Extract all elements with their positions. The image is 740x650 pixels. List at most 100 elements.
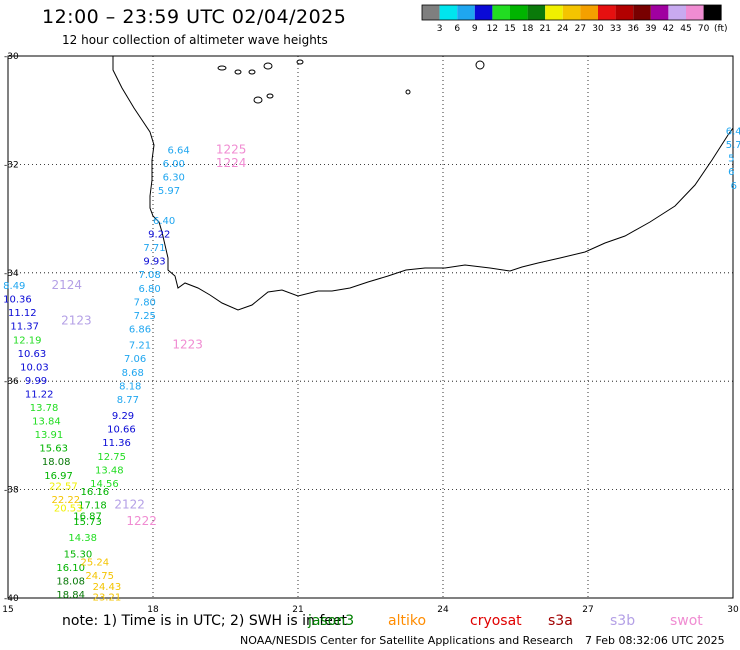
coastline: [112, 56, 734, 311]
wave-height-value: 18.08: [56, 576, 85, 587]
wave-height-value: 15.63: [39, 444, 68, 455]
track-time-label: 2123: [61, 313, 92, 327]
wave-height-value: 9.99: [25, 376, 47, 387]
colorbar-swatch: [633, 5, 651, 20]
latitude-label: -32: [4, 160, 19, 170]
colorbar-swatch: [457, 5, 475, 20]
colorbar-swatch: [474, 5, 493, 20]
wave-height-value: 11.36: [102, 438, 131, 449]
latitude-label: -38: [4, 486, 19, 496]
latitude-label: -36: [4, 377, 19, 387]
colorbar-swatch: [545, 5, 563, 20]
satellite-legend-altiko: altiko: [388, 613, 427, 629]
satellite-legend-swot: swot: [670, 613, 703, 629]
wave-height-value: 7.71: [143, 243, 165, 254]
colorbar-swatch: [510, 5, 528, 20]
wave-height-value: 16.16: [81, 487, 110, 498]
satellite-legend-cryosat: cryosat: [470, 613, 522, 629]
wave-height-value: 17.18: [78, 501, 107, 512]
wave-height-value: 16.10: [56, 563, 85, 574]
wave-height-value: 23.21: [93, 593, 122, 604]
colorbar-swatch: [615, 5, 634, 20]
wave-height-value: 6.30: [163, 173, 185, 184]
wave-height-value: 24.75: [85, 571, 114, 582]
inland-water-outline: [296, 59, 304, 65]
wave-height-value: 5: [728, 154, 734, 165]
wave-height-value: 8.68: [122, 368, 144, 379]
inland-water-outline: [475, 60, 485, 70]
wave-height-value: 13.48: [95, 465, 124, 476]
colorbar-label: 21: [539, 24, 550, 34]
wave-height-value: 13.78: [30, 403, 59, 414]
longitude-label: 18: [147, 605, 159, 615]
wave-height-value: 11.12: [8, 308, 37, 319]
wave-height-value: 6.00: [163, 159, 185, 170]
wave-height-value: 10.03: [20, 362, 49, 373]
agency-credit: NOAA/NESDIS Center for Satellite Applica…: [240, 634, 574, 647]
inland-water-outline: [405, 89, 411, 95]
wave-height-value: 15.30: [64, 549, 93, 560]
wave-height-value: 16.97: [44, 471, 73, 482]
colorbar-label: 33: [610, 24, 621, 34]
track-time-label: 2124: [52, 278, 83, 292]
wave-height-value: 13.91: [35, 430, 64, 441]
colorbar-label: 6: [454, 24, 460, 34]
colorbar-swatch: [703, 5, 722, 20]
colorbar-label: 70: [698, 24, 710, 34]
longitude-label: 21: [292, 605, 303, 615]
wave-height-value: 12.75: [97, 452, 126, 463]
colorbar-label: 39: [645, 24, 657, 34]
colorbar-label: 27: [575, 24, 586, 34]
wave-height-value: 6: [731, 181, 737, 192]
wave-height-value: 16.87: [73, 511, 102, 522]
colorbar-label: 18: [522, 24, 534, 34]
wave-height-value: 22.57: [49, 482, 78, 493]
colorbar-frame: [421, 4, 722, 21]
wave-height-value: 6.64: [168, 146, 190, 157]
wave-height-value: 18.84: [56, 590, 85, 601]
map-frame: [7, 55, 734, 599]
wave-height-value: 7.08: [139, 270, 161, 281]
inland-water-outline: [253, 96, 263, 104]
wave-height-value: 11.22: [25, 389, 54, 400]
longitude-label: 27: [582, 605, 593, 615]
note-text: note: 1) Time is in UTC; 2) SWH is in fe…: [62, 613, 348, 629]
wave-height-value: 7.80: [134, 297, 156, 308]
footer-note: note: 1) Time is in UTC; 2) SWH is in fe…: [62, 613, 347, 629]
colorbar-swatch: [422, 5, 440, 20]
track-time-label: 1222: [126, 514, 157, 528]
wave-height-value: 7.21: [129, 341, 151, 352]
colorbar-label: 30: [592, 24, 604, 34]
wave-height-value: 10.36: [3, 295, 32, 306]
wave-height-value: 6: [728, 167, 734, 178]
wave-height-value: 9.29: [112, 411, 134, 422]
wave-height-value: 5.97: [158, 186, 180, 197]
colorbar-label: 15: [504, 24, 515, 34]
wave-height-value: 9.22: [148, 230, 170, 241]
colorbar-swatch: [562, 5, 581, 20]
inland-water-outline: [234, 69, 242, 75]
colorbar-swatch: [598, 5, 616, 20]
colorbar-swatch: [580, 5, 598, 20]
satellite-legend-jason3: jason3: [308, 613, 355, 629]
track-time-label: 1224: [216, 156, 247, 170]
wave-height-value: 25.24: [81, 557, 110, 568]
latitude-label: -34: [4, 269, 19, 279]
wave-height-value: 15.73: [73, 517, 102, 528]
wave-height-value: 8.18: [119, 381, 141, 392]
satellite-legend-s3b: s3b: [610, 613, 636, 629]
wave-height-value: 8.49: [3, 281, 25, 292]
wave-height-value: 7.06: [124, 354, 146, 365]
wave-height-value: 7.25: [134, 311, 156, 322]
colorbar-label: 42: [663, 24, 674, 34]
page-title: 12:00 – 23:59 UTC 02/04/2025: [42, 6, 347, 28]
inland-water-outline: [217, 65, 227, 71]
page-subtitle: 12 hour collection of altimeter wave hei…: [62, 33, 328, 47]
colorbar-swatch: [492, 5, 510, 20]
longitude-label: 24: [437, 605, 449, 615]
color-scale-legend: 3 6 9 12 15 18 21 24 27 30 33 36 39 42 45 70 (ft): [421, 4, 728, 34]
timestamp: 7 Feb 08:32:06 UTC 2025: [585, 634, 725, 647]
longitude-label: 15: [2, 605, 13, 615]
wave-height-value: 22.22: [52, 495, 81, 506]
